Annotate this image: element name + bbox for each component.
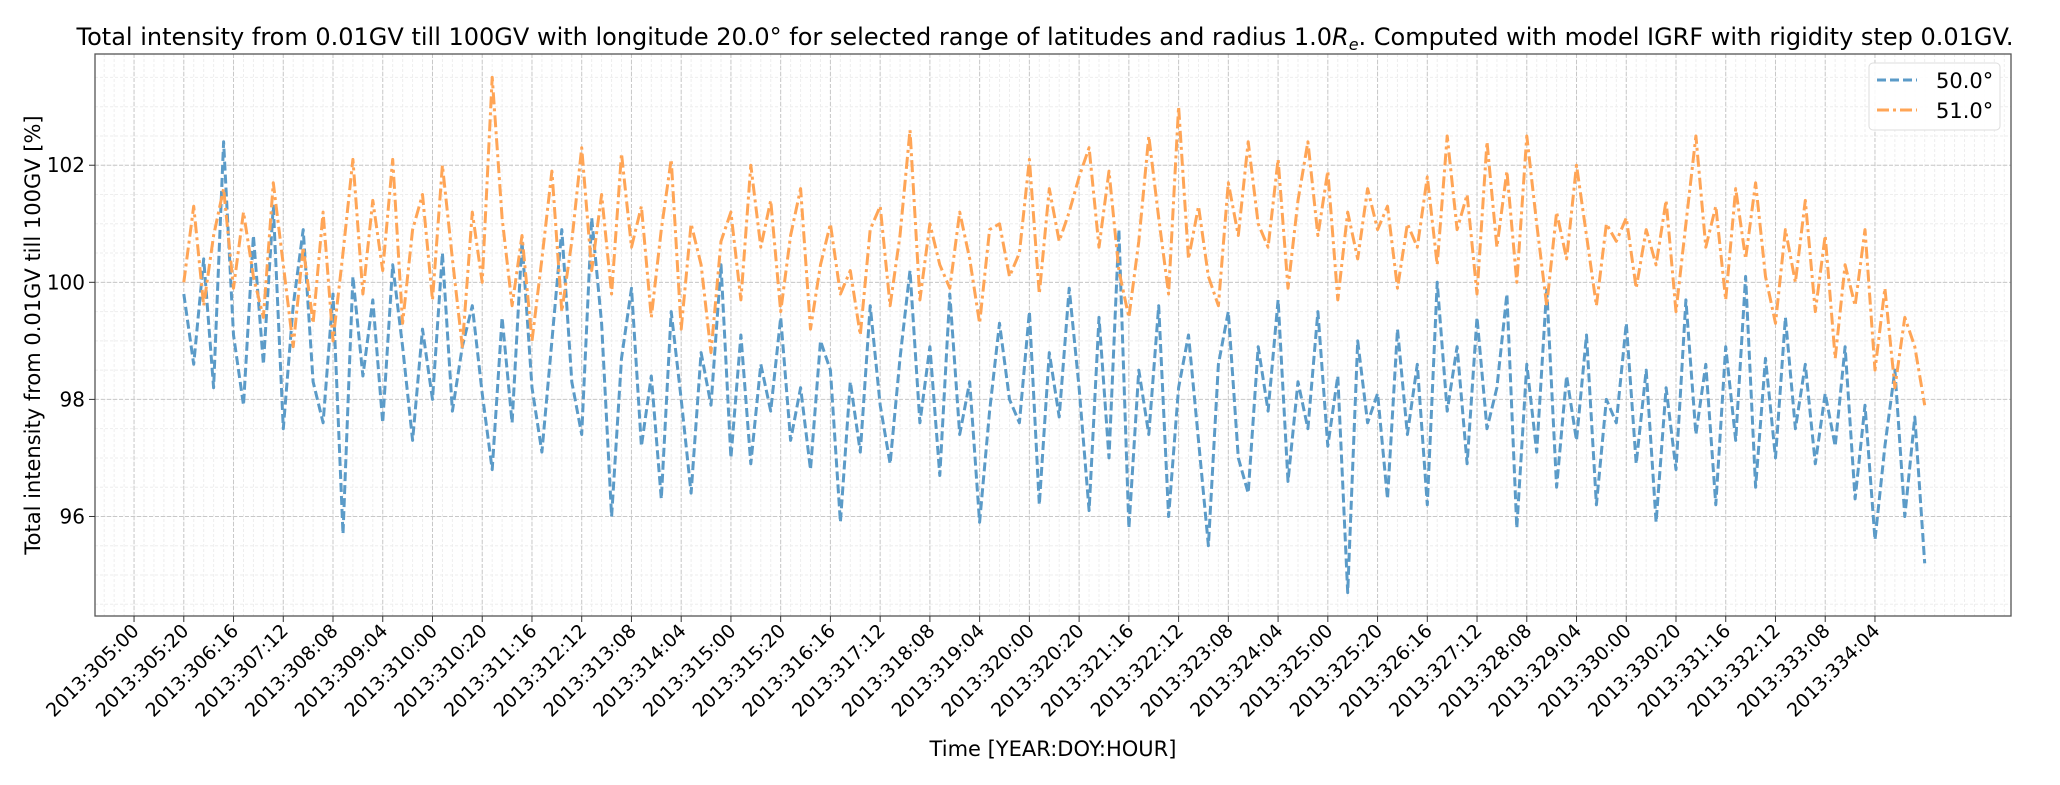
x-axis: 2013:305:002013:305:202013:306:162013:30… xyxy=(42,616,1884,722)
y-tick-label: 96 xyxy=(60,504,85,528)
legend-label-50: 50.0° xyxy=(1936,69,1993,93)
y-axis: 96 98 100 102 xyxy=(47,153,95,528)
plot-frame xyxy=(94,53,2012,617)
y-tick-label: 102 xyxy=(47,153,85,177)
grid xyxy=(95,54,2011,616)
chart-title: Total intensity from 0.01GV till 100GV w… xyxy=(76,23,2014,54)
legend: 50.0° 51.0° xyxy=(1868,62,2001,131)
series-line-lat-50 xyxy=(182,140,1927,595)
y-tick-label: 98 xyxy=(60,387,85,411)
y-axis-label: Total intensity from 0.01GV till 100GV [… xyxy=(21,115,45,555)
series-layer xyxy=(182,75,1927,595)
legend-box xyxy=(1868,62,2001,131)
legend-label-51: 51.0° xyxy=(1936,99,1993,123)
series-line-lat-51 xyxy=(182,75,1927,406)
x-axis-label: Time [YEAR:DOY:HOUR] xyxy=(929,737,1177,761)
y-tick-label: 100 xyxy=(47,270,85,294)
